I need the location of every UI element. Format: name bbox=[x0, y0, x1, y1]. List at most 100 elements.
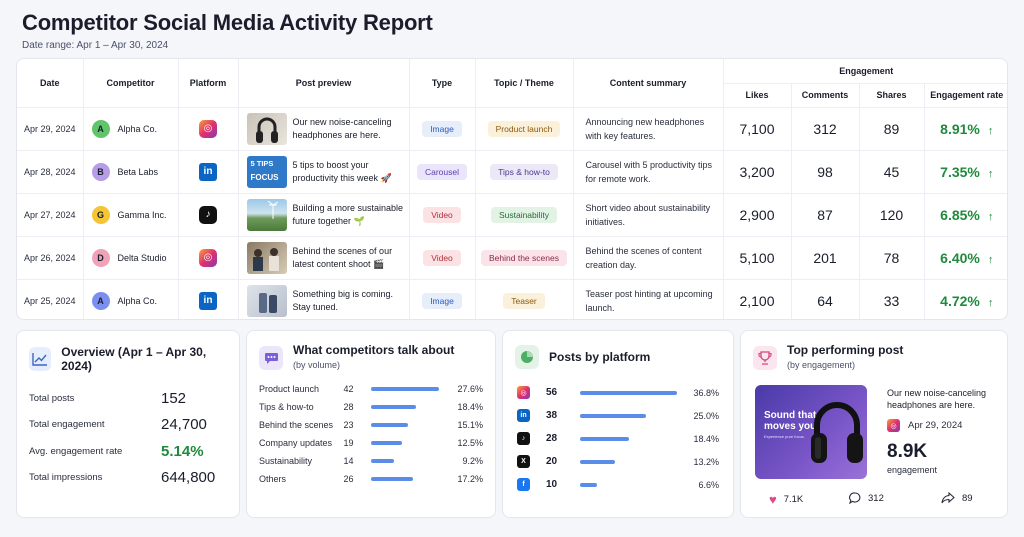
overview-label: Total engagement bbox=[29, 419, 105, 431]
headphones-image bbox=[811, 402, 863, 463]
table-row[interactable]: Apr 28, 2024 B Beta Labs in 5 TIPS FOCUS 5 ti… bbox=[17, 149, 1007, 193]
overview-label: Total impressions bbox=[29, 472, 103, 484]
platform-row: in 38 25.0% bbox=[503, 404, 733, 427]
comment-icon bbox=[849, 492, 861, 504]
content-summary: Carousel with 5 productivity tips for re… bbox=[573, 149, 724, 193]
row-date: Apr 29, 2024 bbox=[17, 106, 84, 150]
top-post-image-text: Sound that moves you bbox=[764, 410, 817, 432]
trend-chart-icon bbox=[29, 347, 52, 371]
platform-count: 10 bbox=[546, 479, 558, 490]
topic-label: Sustainability bbox=[259, 456, 313, 466]
overview-value: 24,700 bbox=[161, 416, 207, 434]
date-range: Date range: Apr 1 – Apr 30, 2024 bbox=[22, 40, 169, 51]
engagement-rate-value: 4.72% bbox=[940, 292, 980, 309]
top-post-date: Apr 29, 2024 bbox=[908, 420, 963, 431]
thumb-text-2: FOCUS bbox=[250, 172, 279, 182]
instagram-icon[interactable]: ◎ bbox=[199, 248, 217, 267]
competitor-avatar: B bbox=[91, 162, 110, 181]
likes-value: 3,200 bbox=[723, 149, 792, 193]
overview-label: Avg. engagement rate bbox=[29, 445, 123, 457]
comments-value: 87 bbox=[791, 192, 860, 236]
table-row[interactable]: Apr 29, 2024 A Alpha Co. ◎ Our new noise-can… bbox=[17, 106, 1007, 150]
tiktok-icon: ♪ bbox=[517, 432, 530, 445]
likes-value: 7,100 bbox=[723, 106, 792, 150]
topics-title: What competitors talk about bbox=[293, 343, 455, 357]
platform-bar-track bbox=[580, 459, 680, 464]
linkedin-icon[interactable]: in bbox=[199, 162, 217, 181]
topic-count: 14 bbox=[343, 456, 354, 466]
topic-count: 26 bbox=[343, 474, 354, 484]
top-post-image[interactable]: Sound that moves you Experience pure foc… bbox=[755, 385, 867, 479]
col-platform: Platform bbox=[178, 59, 239, 107]
platform-row: X 20 13.2% bbox=[503, 450, 733, 473]
arrow-up-icon: ↑ bbox=[987, 167, 994, 180]
competitor-name: Delta Studio bbox=[117, 252, 167, 263]
table-row[interactable]: Apr 27, 2024 G Gamma Inc. ♪ Building a more … bbox=[17, 192, 1007, 236]
platform-bar bbox=[580, 390, 677, 395]
platforms-card: Posts by platform ◎ 56 36.8% in 38 25.0% ♪ 28 18… bbox=[502, 330, 734, 518]
topic-count: 28 bbox=[343, 402, 354, 412]
topic-bar bbox=[371, 459, 394, 463]
linkedin-icon: in bbox=[517, 409, 530, 422]
competitor-name: Alpha Co. bbox=[117, 123, 158, 134]
overview-value: 152 bbox=[161, 389, 187, 407]
topic-bar bbox=[371, 423, 409, 427]
facebook-icon: f bbox=[517, 478, 530, 491]
topic-row: Tips & how-to 28 18.4% bbox=[247, 398, 495, 416]
shares-value: 33 bbox=[859, 278, 925, 319]
trophy-icon bbox=[753, 346, 777, 370]
overview-card: Overview (Apr 1 – Apr 30, 2024) Total po… bbox=[16, 330, 240, 518]
post-preview-text: Building a more sustainable future toget… bbox=[292, 202, 404, 226]
post-thumbnail[interactable] bbox=[246, 241, 287, 274]
col-type: Type bbox=[409, 59, 476, 107]
platform-percent: 6.6% bbox=[698, 479, 719, 490]
platform-percent: 18.4% bbox=[693, 433, 719, 444]
platform-bar-track bbox=[580, 482, 680, 487]
top-post-subtitle: (by engagement) bbox=[787, 360, 856, 370]
arrow-up-icon: ↑ bbox=[987, 296, 994, 309]
linkedin-icon[interactable]: in bbox=[199, 291, 217, 310]
platform-count: 56 bbox=[546, 387, 558, 398]
page-title: Competitor Social Media Activity Report bbox=[22, 10, 433, 35]
post-thumbnail[interactable] bbox=[246, 198, 287, 231]
type-badge: Image bbox=[422, 292, 462, 309]
instagram-icon[interactable]: ◎ bbox=[199, 119, 217, 138]
heart-icon: ♥ bbox=[769, 492, 777, 507]
col-likes: Likes bbox=[723, 83, 792, 107]
topic-bar-track bbox=[371, 459, 444, 463]
table-row[interactable]: Apr 25, 2024 A Alpha Co. in Something big is… bbox=[17, 278, 1007, 319]
competitor-name: Beta Labs bbox=[117, 166, 159, 177]
topic-bar-track bbox=[371, 477, 444, 481]
topics-card: What competitors talk about (by volume) … bbox=[246, 330, 496, 518]
topic-count: 23 bbox=[343, 420, 354, 430]
engagement-rate-value: 8.91% bbox=[940, 120, 980, 137]
top-post-image-subtext: Experience pure focus. bbox=[764, 434, 805, 439]
shares-value: 89 bbox=[859, 106, 925, 150]
table-row[interactable]: Apr 26, 2024 D Delta Studio ◎ Behind the sce… bbox=[17, 235, 1007, 279]
content-summary: Announcing new headphones with key featu… bbox=[573, 106, 724, 150]
topic-bar bbox=[371, 405, 417, 409]
tiktok-icon[interactable]: ♪ bbox=[199, 205, 217, 224]
post-thumbnail[interactable] bbox=[246, 112, 287, 145]
post-preview-text: 5 tips to boost your productivity this w… bbox=[292, 159, 392, 183]
topic-percent: 9.2% bbox=[462, 456, 483, 466]
col-date: Date bbox=[17, 59, 84, 107]
comments-value: 312 bbox=[791, 106, 860, 150]
platform-bar bbox=[580, 482, 598, 487]
content-summary: Short video about sustainability initiat… bbox=[573, 192, 724, 236]
col-post-preview: Post preview bbox=[238, 59, 410, 107]
overview-title: Overview (Apr 1 – Apr 30, 2024) bbox=[61, 345, 207, 373]
engagement-rate-value: 6.85% bbox=[940, 206, 980, 223]
topic-percent: 12.5% bbox=[457, 438, 483, 448]
topic-row: Sustainability 14 9.2% bbox=[247, 452, 495, 470]
topic-row: Company updates 19 12.5% bbox=[247, 434, 495, 452]
topic-label: Others bbox=[259, 474, 287, 484]
topic-bar-track bbox=[371, 405, 444, 409]
top-post-title: Top performing post bbox=[787, 343, 904, 357]
topic-row: Product launch 42 27.6% bbox=[247, 380, 495, 398]
post-thumbnail[interactable] bbox=[246, 284, 287, 317]
top-post-card: Top performing post (by engagement) Soun… bbox=[740, 330, 1008, 518]
top-post-likes: 7.1K bbox=[783, 494, 804, 505]
post-thumbnail[interactable]: 5 TIPS FOCUS bbox=[246, 155, 287, 188]
topic-label: Product launch bbox=[259, 384, 320, 394]
